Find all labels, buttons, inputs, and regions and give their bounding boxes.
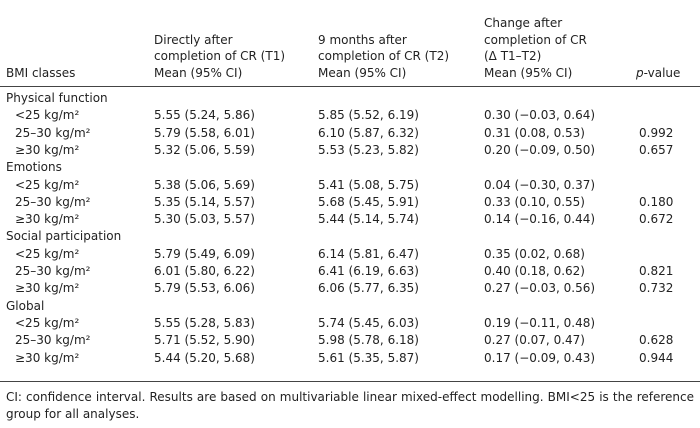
group-label: Global xyxy=(6,298,45,313)
p-value-cell: 0.657 xyxy=(639,142,674,157)
t1-cell: 5.35 (5.14, 5.57) xyxy=(154,194,255,209)
bmi-class: ≥30 kg/m² xyxy=(15,142,80,157)
t2-cell: 5.61 (5.35, 5.87) xyxy=(318,350,419,365)
bmi-class: <25 kg/m² xyxy=(15,246,80,261)
change-cell: 0.40 (0.18, 0.62) xyxy=(484,264,585,278)
t2-cell: 5.53 (5.23, 5.82) xyxy=(318,142,419,157)
header-line: Directly after xyxy=(154,32,233,47)
bmi-class: 25–30 kg/m² xyxy=(15,333,91,348)
p-value-cell: 0.180 xyxy=(639,194,674,209)
header-line: Mean (95% CI) xyxy=(154,65,243,80)
bmi-class: ≥30 kg/m² xyxy=(15,212,80,227)
t2-cell: 5.74 (5.45, 6.03) xyxy=(318,315,419,330)
group-label: Physical function xyxy=(6,91,108,105)
p-value-cell: 0.821 xyxy=(639,264,674,278)
change-cell: 0.19 (−0.11, 0.48) xyxy=(484,315,596,330)
group-label: Emotions xyxy=(6,160,62,175)
bmi-class: 25–30 kg/m² xyxy=(15,194,91,209)
p-value-cell: 0.944 xyxy=(639,350,674,365)
t2-cell: 6.10 (5.87, 6.32) xyxy=(318,125,419,140)
t1-cell: 5.32 (5.06, 5.59) xyxy=(154,142,255,157)
header-line: Mean (95% CI) xyxy=(318,65,407,80)
t1-cell: 5.38 (5.06, 5.69) xyxy=(154,177,255,192)
change-cell: 0.27 (0.07, 0.47) xyxy=(484,333,585,348)
change-cell: 0.31 (0.08, 0.53) xyxy=(484,125,585,140)
bmi-class: ≥30 kg/m² xyxy=(15,281,80,296)
t1-cell: 5.44 (5.20, 5.68) xyxy=(154,350,255,365)
t2-cell: 5.68 (5.45, 5.91) xyxy=(318,194,419,209)
p-rest: -value xyxy=(643,65,681,80)
bmi-class: <25 kg/m² xyxy=(15,315,80,330)
p-value-cell: 0.672 xyxy=(639,212,674,227)
t2-cell: 5.98 (5.78, 6.18) xyxy=(318,333,419,348)
t2-cell: 5.44 (5.14, 5.74) xyxy=(318,212,419,227)
header-cell: 9 months after completion of CR (T2) Mean … xyxy=(318,32,449,82)
t1-cell: 6.01 (5.80, 6.22) xyxy=(154,264,255,278)
header-line: completion of CR (T2) xyxy=(318,49,450,63)
t2-cell: 6.06 (5.77, 6.35) xyxy=(318,281,419,296)
t1-cell: 5.79 (5.49, 6.09) xyxy=(154,246,255,261)
t2-cell: 5.85 (5.52, 6.19) xyxy=(318,108,419,123)
header-line: BMI classes xyxy=(6,65,76,80)
t2-cell: 5.41 (5.08, 5.75) xyxy=(318,177,419,192)
t1-cell: 5.55 (5.24, 5.86) xyxy=(154,108,255,123)
t2-cell: 6.41 (6.19, 6.63) xyxy=(318,264,419,278)
header-rule xyxy=(0,86,700,87)
change-cell: 0.35 (0.02, 0.68) xyxy=(484,246,585,261)
p-value-cell: 0.992 xyxy=(639,125,674,140)
t1-cell: 5.79 (5.53, 6.06) xyxy=(154,281,255,296)
bottom-rule xyxy=(0,381,700,382)
header-cell: Directly after completion of CR (T1) Mean … xyxy=(154,32,285,82)
t1-cell: 5.30 (5.03, 5.57) xyxy=(154,212,255,227)
bmi-class: <25 kg/m² xyxy=(15,177,80,192)
change-cell: 0.14 (−0.16, 0.44) xyxy=(484,212,596,227)
header-line: completion of CR xyxy=(484,32,587,47)
t2-cell: 6.14 (5.81, 6.47) xyxy=(318,246,419,261)
bmi-class: 25–30 kg/m² xyxy=(15,125,91,140)
change-cell: 0.33 (0.10, 0.55) xyxy=(484,194,585,209)
header-cell: Change after completion of CR (Δ T1–T2) Mea… xyxy=(484,15,587,81)
change-cell: 0.27 (−0.03, 0.56) xyxy=(484,281,596,296)
header-line: 9 months after xyxy=(318,32,407,47)
bmi-class: 25–30 kg/m² xyxy=(15,264,91,278)
p-value-cell: 0.732 xyxy=(639,281,674,296)
p-value-cell: 0.628 xyxy=(639,333,674,348)
bmi-class: ≥30 kg/m² xyxy=(15,350,80,365)
footnote: CI: confidence interval. Results are bas… xyxy=(6,390,694,421)
t1-cell: 5.79 (5.58, 6.01) xyxy=(154,125,255,140)
change-cell: 0.30 (−0.03, 0.64) xyxy=(484,108,596,123)
change-cell: 0.04 (−0.30, 0.37) xyxy=(484,177,596,192)
header-cell: p-value xyxy=(636,65,680,82)
t1-cell: 5.55 (5.28, 5.83) xyxy=(154,315,255,330)
header-line: completion of CR (T1) xyxy=(154,49,286,63)
header-cell: BMI classes xyxy=(6,65,75,82)
header-line: Mean (95% CI) xyxy=(484,65,573,80)
change-cell: 0.17 (−0.09, 0.43) xyxy=(484,350,596,365)
t1-cell: 5.71 (5.52, 5.90) xyxy=(154,333,255,348)
bmi-class: <25 kg/m² xyxy=(15,108,80,123)
header-line: Change after xyxy=(484,16,563,30)
header-line: (Δ T1–T2) xyxy=(484,49,542,63)
group-label: Social participation xyxy=(6,229,122,244)
p-italic: p xyxy=(636,65,644,80)
change-cell: 0.20 (−0.09, 0.50) xyxy=(484,142,596,157)
